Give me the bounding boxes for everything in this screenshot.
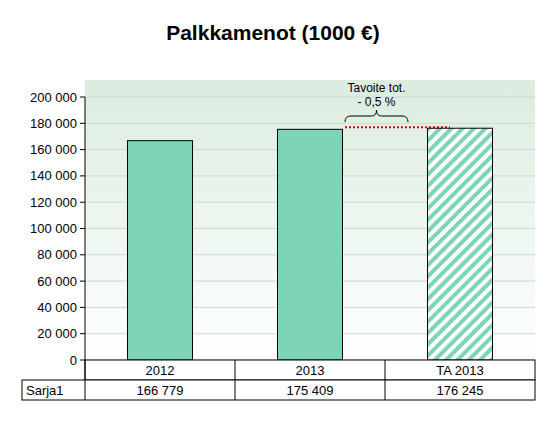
- tick-label: 100 000: [30, 221, 77, 236]
- tick: [80, 360, 85, 361]
- data-label: 175 409: [287, 383, 334, 398]
- data-label: 176 245: [437, 383, 484, 398]
- table-row: [85, 360, 535, 380]
- brace: [345, 110, 408, 122]
- data-label: 166 779: [137, 383, 184, 398]
- grid-line: [85, 97, 535, 98]
- legend-label: Sarja1: [26, 383, 64, 398]
- tick-label: 40 000: [37, 300, 77, 315]
- table-divider: [85, 360, 86, 400]
- annotation: - 0,5 %: [357, 95, 395, 109]
- bars: [128, 127, 493, 360]
- tick: [80, 333, 85, 334]
- grid-line: [85, 123, 535, 124]
- tick-label: 0: [70, 353, 77, 368]
- tick-label: 20 000: [37, 326, 77, 341]
- tick: [80, 202, 85, 203]
- title: Palkkamenot (1000 €): [166, 21, 380, 44]
- category-label: 2012: [146, 363, 175, 378]
- chart: Palkkamenot (1000 €) 0 20 000 40 000 60 000 8…: [0, 0, 546, 425]
- tick: [80, 175, 85, 176]
- category-label: TA 2013: [436, 363, 483, 378]
- annotation: Tavoite tot.: [347, 81, 405, 95]
- table-divider: [385, 360, 386, 400]
- tick-label: 160 000: [30, 142, 77, 157]
- tick: [80, 254, 85, 255]
- tick-label: 180 000: [30, 116, 77, 131]
- category-label: 2013: [296, 363, 325, 378]
- tick: [80, 281, 85, 282]
- tick-label: 140 000: [30, 168, 77, 183]
- tick: [80, 123, 85, 124]
- tick: [80, 307, 85, 308]
- target-line: [345, 126, 450, 128]
- plot-background: [85, 80, 535, 360]
- table-divider: [235, 360, 236, 400]
- tick: [80, 149, 85, 150]
- tick: [80, 228, 85, 229]
- tick: [80, 97, 85, 98]
- tick-label: 120 000: [30, 195, 77, 210]
- bar: [428, 128, 493, 360]
- bar: [128, 141, 193, 360]
- bar: [278, 129, 343, 360]
- tick-label: 80 000: [37, 247, 77, 262]
- tick-label: 60 000: [37, 274, 77, 289]
- y-axis: [85, 97, 86, 360]
- tick-label: 200 000: [30, 90, 77, 105]
- table-row: [22, 380, 535, 400]
